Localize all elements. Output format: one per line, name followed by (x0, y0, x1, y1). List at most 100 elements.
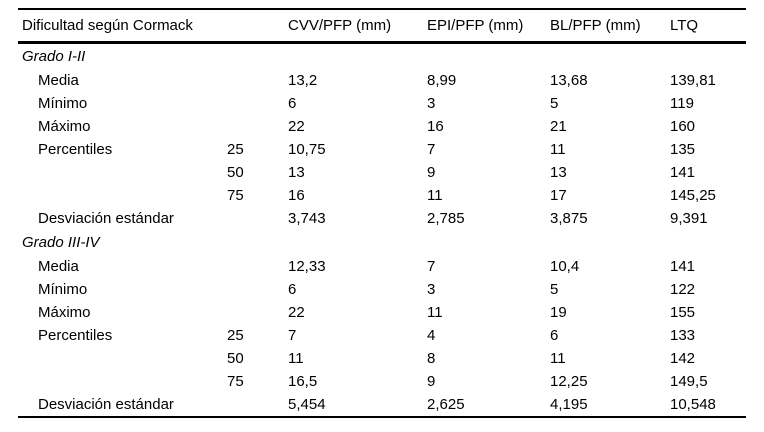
percentile-level (223, 115, 284, 138)
cell-bl: 11 (550, 350, 566, 367)
cell-bl: 5 (550, 95, 559, 112)
percentile-level: 75 (227, 187, 244, 204)
row-label (18, 370, 223, 393)
row-label (18, 184, 223, 207)
cell-cvv: 5,454 (288, 396, 326, 413)
cell-cvv: 7 (288, 327, 297, 344)
cell-epi: 8 (427, 350, 436, 367)
table-row: 75 16 11 17 145,25 (18, 184, 746, 207)
table-row: 75 16,5 9 12,25 149,5 (18, 370, 746, 393)
cell-bl: 21 (550, 118, 567, 135)
table-row: Mínimo 6 3 5 122 (18, 278, 746, 301)
cell-epi: 7 (427, 258, 436, 275)
row-label: Percentiles (38, 141, 113, 158)
cell-ltq: 133 (670, 327, 696, 344)
cell-bl: 17 (550, 187, 567, 204)
table-row: Media 13,2 8,99 13,68 139,81 (18, 69, 746, 92)
page: Dificultad según Cormack CVV/PFP (mm) EP… (18, 8, 746, 418)
table-body: Grado I-II Media 13,2 8,99 13,68 139,81 … (18, 43, 746, 418)
table-row: Desviación estándar 3,743 2,785 3,875 9,… (18, 207, 746, 230)
cell-cvv: 10,75 (288, 141, 326, 158)
cell-ltq: 10,548 (670, 396, 716, 413)
row-label: Desviación estándar (38, 210, 174, 227)
percentile-level (223, 69, 284, 92)
cell-epi: 2,785 (427, 210, 465, 227)
header-difficulty: Dificultad según Cormack (22, 17, 193, 34)
cell-cvv: 22 (288, 304, 305, 321)
cell-epi: 3 (427, 281, 436, 298)
header-ltq: LTQ (670, 17, 699, 34)
cell-ltq: 139,81 (670, 72, 716, 89)
cell-epi: 3 (427, 95, 436, 112)
row-label: Desviación estándar (38, 396, 174, 413)
cell-ltq: 135 (670, 141, 696, 158)
percentile-level: 75 (227, 373, 244, 390)
percentile-level (223, 301, 284, 324)
cell-bl: 19 (550, 304, 567, 321)
cell-bl: 10,4 (550, 258, 580, 275)
row-label: Media (38, 72, 79, 89)
table-row: 50 11 8 11 142 (18, 347, 746, 370)
percentile-level (223, 207, 284, 230)
cormack-statistics-table: Dificultad según Cormack CVV/PFP (mm) EP… (18, 8, 746, 418)
table-row: Mínimo 6 3 5 119 (18, 92, 746, 115)
cell-ltq: 145,25 (670, 187, 716, 204)
table-row: Media 12,33 7 10,4 141 (18, 255, 746, 278)
cell-ltq: 122 (670, 281, 696, 298)
cell-ltq: 149,5 (670, 373, 708, 390)
cell-bl: 5 (550, 281, 559, 298)
table-row: Máximo 22 11 19 155 (18, 301, 746, 324)
cell-epi: 4 (427, 327, 436, 344)
cell-bl: 11 (550, 141, 566, 158)
cell-cvv: 16,5 (288, 373, 318, 390)
cell-epi: 11 (427, 304, 443, 321)
cell-bl: 12,25 (550, 373, 588, 390)
row-label: Percentiles (38, 327, 113, 344)
cell-cvv: 11 (288, 350, 304, 367)
cell-epi: 9 (427, 373, 436, 390)
cell-ltq: 141 (670, 258, 696, 275)
cell-bl: 3,875 (550, 210, 588, 227)
cell-bl: 4,195 (550, 396, 588, 413)
row-label: Máximo (38, 118, 91, 135)
cell-cvv: 22 (288, 118, 305, 135)
row-label: Media (38, 258, 79, 275)
cell-epi: 11 (427, 187, 443, 204)
section-row-grado-i-ii: Grado I-II (18, 43, 746, 70)
section-row-grado-iii-iv: Grado III-IV (18, 230, 746, 255)
header-cvv-pfp: CVV/PFP (mm) (288, 17, 392, 34)
percentile-level: 50 (227, 164, 244, 181)
cell-cvv: 3,743 (288, 210, 326, 227)
table-header: Dificultad según Cormack CVV/PFP (mm) EP… (18, 9, 746, 43)
cell-ltq: 119 (670, 95, 694, 112)
cell-ltq: 141 (670, 164, 696, 181)
cell-ltq: 155 (670, 304, 696, 321)
header-epi-pfp: EPI/PFP (mm) (427, 17, 524, 34)
cell-cvv: 16 (288, 187, 305, 204)
cell-epi: 16 (427, 118, 444, 135)
cell-ltq: 142 (670, 350, 696, 367)
section-title: Grado I-II (22, 48, 86, 65)
cell-epi: 2,625 (427, 396, 465, 413)
cell-ltq: 160 (670, 118, 696, 135)
percentile-level (223, 255, 284, 278)
cell-cvv: 13 (288, 164, 305, 181)
percentile-level: 25 (227, 327, 244, 344)
table-row: Máximo 22 16 21 160 (18, 115, 746, 138)
table-row: Percentiles 25 10,75 7 11 135 (18, 138, 746, 161)
cell-epi: 9 (427, 164, 436, 181)
row-label: Mínimo (38, 281, 88, 298)
percentile-level (223, 278, 284, 301)
row-label: Máximo (38, 304, 91, 321)
header-bl-pfp: BL/PFP (mm) (550, 17, 641, 34)
row-label (18, 347, 223, 370)
header-row: Dificultad según Cormack CVV/PFP (mm) EP… (18, 9, 746, 43)
percentile-level: 25 (227, 141, 244, 158)
percentile-level (223, 92, 284, 115)
row-label (18, 161, 223, 184)
cell-epi: 7 (427, 141, 436, 158)
table-row: 50 13 9 13 141 (18, 161, 746, 184)
cell-cvv: 13,2 (288, 72, 318, 89)
cell-bl: 13,68 (550, 72, 588, 89)
section-title: Grado III-IV (22, 234, 100, 251)
